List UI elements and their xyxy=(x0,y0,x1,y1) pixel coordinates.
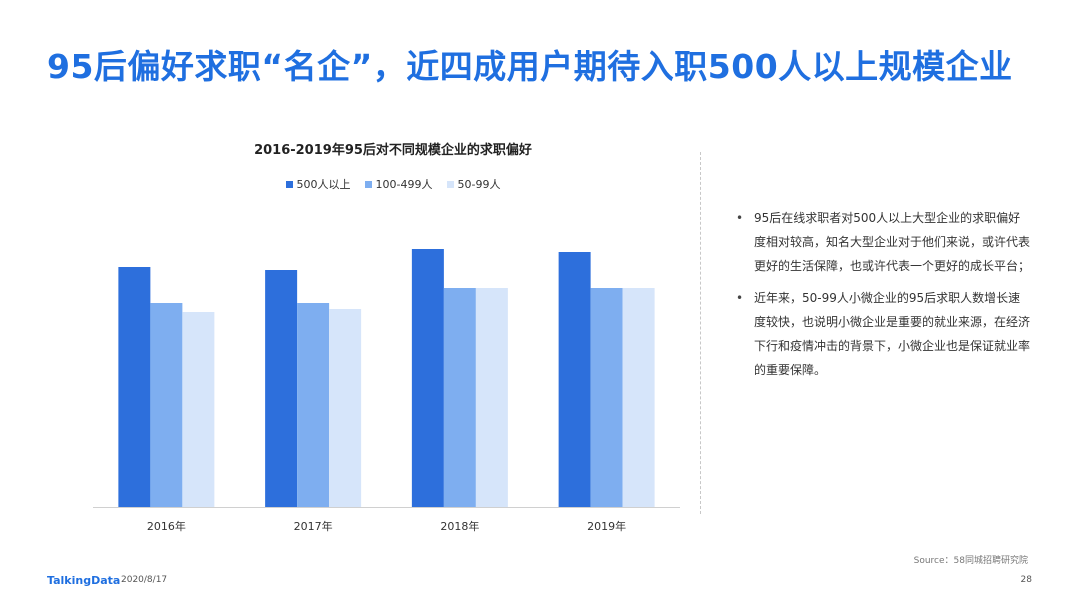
legend-item-50-99: 50-99人 xyxy=(446,176,501,192)
bar-2017年-100-499人 xyxy=(297,303,330,507)
legend-label-50-99: 50-99人 xyxy=(457,178,501,191)
bar-2018年-500人以上 xyxy=(411,249,444,507)
bar-2017年-50-99人 xyxy=(329,309,362,507)
bar-2019年-500人以上 xyxy=(558,252,591,507)
legend-swatch-100-499 xyxy=(364,180,372,188)
x-tick-label: 2018年 xyxy=(440,519,479,533)
bar-chart: 2016年 2017年 2018年 2019年 xyxy=(93,249,680,533)
bar-2019年-100-499人 xyxy=(590,288,623,507)
chart-title: 2016-2019年95后对不同规模企业的求职偏好 xyxy=(254,143,532,158)
note-item: 近年来，50-99人小微企业的95后求职人数增长速度较快，也说明小微企业是重要的… xyxy=(732,286,1032,382)
legend-item-100-499: 100-499人 xyxy=(364,176,433,192)
x-tick-label: 2017年 xyxy=(294,519,333,533)
x-tick-label: 2019年 xyxy=(587,519,626,533)
bar-2018年-50-99人 xyxy=(475,288,508,507)
bar-2016年-500人以上 xyxy=(118,267,151,507)
legend-label-100-499: 100-499人 xyxy=(375,178,433,191)
bar-2016年-50-99人 xyxy=(182,312,215,507)
page-title: 95后偏好求职“名企”，近四成用户期待入职500人以上规模企业 xyxy=(47,47,1013,86)
bar-2018年-100-499人 xyxy=(443,288,476,507)
bar-2016年-100-499人 xyxy=(150,303,183,507)
bar-2019年-50-99人 xyxy=(622,288,655,507)
note-item: 95后在线求职者对500人以上大型企业的求职偏好度相对较高，知名大型企业对于他们… xyxy=(732,206,1032,278)
bar-2017年-500人以上 xyxy=(265,270,298,507)
chart-legend: 500人以上 100-499人 50-99人 xyxy=(93,176,693,192)
footer-date: 2020/8/17 xyxy=(121,575,168,585)
legend-item-500plus: 500人以上 xyxy=(285,176,351,192)
divider xyxy=(700,152,701,514)
legend-label-500plus: 500人以上 xyxy=(296,178,351,191)
notes-list: 95后在线求职者对500人以上大型企业的求职偏好度相对较高，知名大型企业对于他们… xyxy=(732,206,1032,390)
legend-swatch-50-99 xyxy=(446,180,454,188)
legend-swatch-500plus xyxy=(285,180,293,188)
page-number: 28 xyxy=(1020,575,1032,585)
brand-logo: TalkingData xyxy=(47,574,121,587)
source-note: Source：58同城招聘研究院 xyxy=(913,556,1028,566)
x-tick-label: 2016年 xyxy=(147,519,186,533)
